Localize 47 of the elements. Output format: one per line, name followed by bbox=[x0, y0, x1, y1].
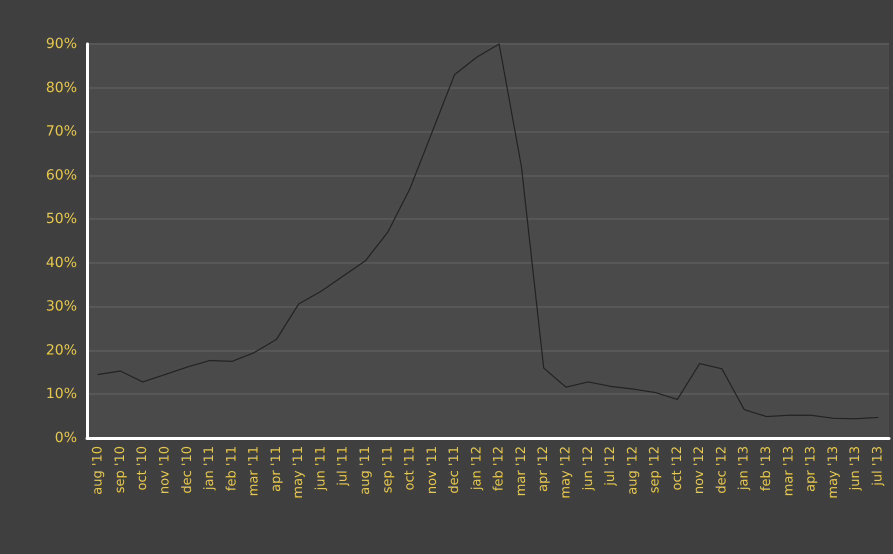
x-tick-label: feb '11 bbox=[224, 446, 240, 492]
x-tick-label: jun '11 bbox=[313, 446, 328, 492]
x-tick-label: apr '13 bbox=[804, 446, 819, 492]
y-tick-label: 80% bbox=[46, 80, 77, 96]
y-tick-label: 10% bbox=[46, 386, 77, 402]
x-tick-label: apr '11 bbox=[268, 446, 284, 492]
y-tick-label: 30% bbox=[46, 298, 77, 315]
x-tick-label: sep '12 bbox=[648, 446, 663, 494]
y-tick-label: 90% bbox=[46, 36, 77, 52]
x-tick-label: nov '10 bbox=[157, 446, 172, 494]
x-tick-label: jun '13 bbox=[848, 446, 864, 492]
x-tick-label: nov '12 bbox=[692, 446, 708, 494]
x-tick-label: feb '12 bbox=[492, 446, 507, 492]
x-tick-label: jun '12 bbox=[580, 446, 596, 492]
x-tick-label: dec '11 bbox=[447, 446, 462, 494]
x-tick-label: jul '11 bbox=[336, 446, 351, 487]
x-tick-label: jul '13 bbox=[870, 446, 886, 487]
x-tick-label: aug '12 bbox=[625, 446, 640, 495]
x-tick-label: aug '10 bbox=[90, 446, 106, 495]
y-tick-label: 20% bbox=[46, 342, 77, 358]
x-tick-label: dec '12 bbox=[714, 446, 730, 494]
y-tick-label: 0% bbox=[54, 430, 77, 446]
x-tick-label: sep '11 bbox=[380, 446, 396, 494]
x-tick-label: sep '10 bbox=[112, 446, 128, 494]
x-tick-label: may '13 bbox=[826, 446, 841, 499]
x-tick-label: mar '12 bbox=[514, 446, 529, 496]
x-tick-label: may '12 bbox=[558, 446, 574, 499]
line-series bbox=[98, 43, 878, 420]
x-tick-label: jan '13 bbox=[736, 446, 752, 492]
x-tick-label: feb '13 bbox=[758, 446, 774, 492]
x-tick-label: dec '10 bbox=[180, 446, 195, 494]
x-tick-label: may '11 bbox=[291, 446, 306, 499]
y-tick-label: 70% bbox=[46, 124, 77, 140]
x-tick-label: aug '11 bbox=[358, 446, 373, 495]
x-tick-label: jan '12 bbox=[469, 446, 484, 492]
x-tick-label: nov '11 bbox=[424, 446, 440, 494]
x-tick-label: oct '10 bbox=[135, 446, 150, 490]
x-tick-label: jan '11 bbox=[202, 446, 218, 492]
x-tick-label: jul '12 bbox=[603, 446, 618, 487]
x-tick-label: oct '12 bbox=[670, 446, 685, 490]
y-tick-label: 40% bbox=[46, 254, 77, 271]
x-tick-label: mar '13 bbox=[781, 446, 796, 496]
x-tick-label: apr '12 bbox=[536, 446, 552, 492]
y-tick-label: 50% bbox=[46, 211, 77, 228]
y-tick-label: 60% bbox=[46, 167, 77, 184]
x-tick-label: oct '11 bbox=[402, 446, 418, 490]
x-tick-label: mar '11 bbox=[246, 446, 262, 496]
